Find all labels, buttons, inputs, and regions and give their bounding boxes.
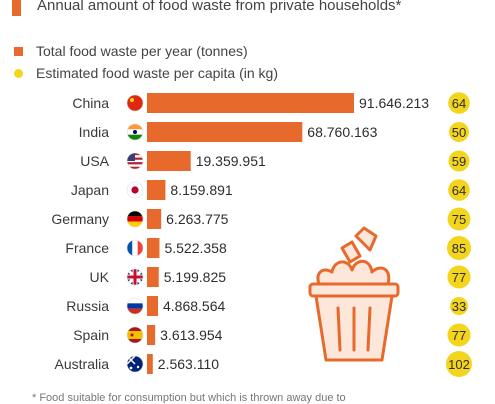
legend-item-per-capita: Estimated food waste per capita (in kg) xyxy=(14,62,278,84)
japan-flag-icon xyxy=(126,181,144,199)
per-capita-label: 33 xyxy=(452,299,466,314)
legend: Total food waste per year (tonnes) Estim… xyxy=(14,40,278,84)
per-capita-label: 75 xyxy=(452,212,466,227)
bar xyxy=(147,354,153,374)
country-label: Japan xyxy=(71,182,109,198)
country-label: Australia xyxy=(55,356,110,372)
legend-label-per-capita: Estimated food waste per capita (in kg) xyxy=(36,65,279,81)
per-capita-dot xyxy=(447,265,471,289)
per-capita-dot xyxy=(450,297,468,315)
legend-label-total: Total food waste per year (tonnes) xyxy=(36,43,248,59)
bar xyxy=(147,180,166,200)
bar xyxy=(147,151,191,171)
bar-value-label: 8.159.891 xyxy=(170,182,232,198)
chart-subtitle: Annual amount of food waste from private… xyxy=(37,0,402,14)
trash-bin-food-icon xyxy=(308,226,400,362)
per-capita-dot xyxy=(448,150,470,172)
spain-flag-icon xyxy=(126,326,144,344)
bar xyxy=(147,267,159,287)
per-capita-label: 50 xyxy=(452,125,466,140)
bar xyxy=(147,296,158,316)
bar-value-label: 4.868.564 xyxy=(163,298,225,314)
country-label: China xyxy=(72,95,109,111)
legend-swatch-bar xyxy=(14,46,23,56)
per-capita-label: 64 xyxy=(452,183,466,198)
legend-item-total: Total food waste per year (tonnes) xyxy=(14,40,278,62)
per-capita-dot xyxy=(447,207,471,231)
russia-flag-icon xyxy=(126,297,144,315)
bar-value-label: 3.613.954 xyxy=(160,327,222,343)
bar xyxy=(147,238,160,258)
per-capita-label: 77 xyxy=(452,328,466,343)
subtitle-marker xyxy=(12,0,21,16)
chart-rows: China 91.646.213 64 India 68.760.163 50 USA 19.… xyxy=(51,92,472,377)
country-label: India xyxy=(79,124,110,140)
country-label: UK xyxy=(90,269,110,285)
footnote: * Food suitable for consumption but whic… xyxy=(32,392,346,404)
per-capita-label: 59 xyxy=(452,154,466,169)
bar xyxy=(147,209,162,229)
per-capita-dot xyxy=(449,122,469,142)
bar-value-label: 6.263.775 xyxy=(166,211,228,227)
france-flag-icon xyxy=(126,239,144,257)
bar-value-label: 5.199.825 xyxy=(164,269,226,285)
bar xyxy=(147,122,303,142)
usa-flag-icon xyxy=(126,152,144,170)
germany-flag-icon xyxy=(126,210,144,228)
per-capita-dot xyxy=(446,235,472,261)
country-label: Russia xyxy=(66,298,109,314)
australia-flag-icon xyxy=(126,355,144,373)
per-capita-dot xyxy=(446,351,472,377)
country-label: France xyxy=(65,240,109,256)
bar-value-label: 91.646.213 xyxy=(359,95,429,111)
bar-value-label: 19.359.951 xyxy=(196,153,266,169)
china-flag-icon xyxy=(126,94,144,112)
country-label: Germany xyxy=(51,211,109,227)
country-label: Spain xyxy=(73,327,109,343)
bar-value-label: 2.563.110 xyxy=(158,356,219,372)
per-capita-dot xyxy=(447,323,471,347)
bar-value-label: 68.760.163 xyxy=(307,124,377,140)
legend-swatch-dot xyxy=(14,68,23,78)
bar xyxy=(147,325,156,345)
bar xyxy=(147,93,354,113)
per-capita-dot xyxy=(448,179,470,201)
per-capita-label: 77 xyxy=(452,270,466,285)
country-label: USA xyxy=(80,153,109,169)
subtitle-row: Annual amount of food waste from private… xyxy=(12,0,401,16)
bar-value-label: 5.522.358 xyxy=(164,240,226,256)
per-capita-label: 102 xyxy=(448,357,470,372)
india-flag-icon xyxy=(126,123,144,141)
uk-flag-icon xyxy=(126,268,144,286)
per-capita-dot xyxy=(448,92,470,114)
per-capita-label: 85 xyxy=(452,241,466,256)
per-capita-label: 64 xyxy=(452,96,466,111)
